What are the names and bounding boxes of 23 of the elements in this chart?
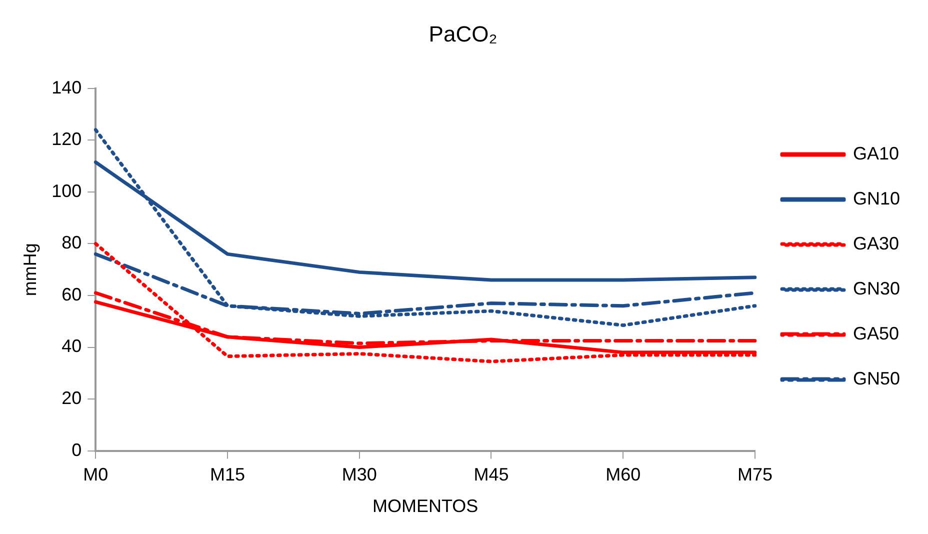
legend-label: GA10 [852, 143, 900, 164]
y-tick-label: 0 [72, 440, 82, 460]
x-tick-label: M15 [210, 464, 246, 485]
y-tick-label: 140 [52, 77, 82, 98]
legend-label: GN50 [852, 368, 900, 388]
y-tick-label: 60 [62, 284, 82, 304]
legend-label: GN10 [852, 188, 900, 208]
y-tick-label: 20 [62, 388, 82, 408]
x-tick-label: M30 [342, 464, 377, 485]
x-tick-label: M60 [606, 464, 641, 485]
y-tick-label: 80 [62, 232, 82, 253]
x-tick-label: M0 [83, 464, 108, 485]
x-tick-label: M45 [474, 464, 509, 485]
legend-label: GN30 [852, 278, 900, 298]
y-tick-label: 40 [62, 336, 82, 356]
chart-title: PaCO₂ [428, 21, 498, 46]
y-tick-label: 120 [52, 129, 82, 150]
y-tick-label: 100 [52, 180, 82, 201]
y-axis-title: mmHg [20, 243, 40, 296]
x-tick-label: M75 [737, 464, 772, 485]
legend-label: GA50 [852, 323, 900, 344]
x-axis-title: MOMENTOS [372, 496, 478, 516]
legend-label: GA30 [852, 233, 900, 254]
